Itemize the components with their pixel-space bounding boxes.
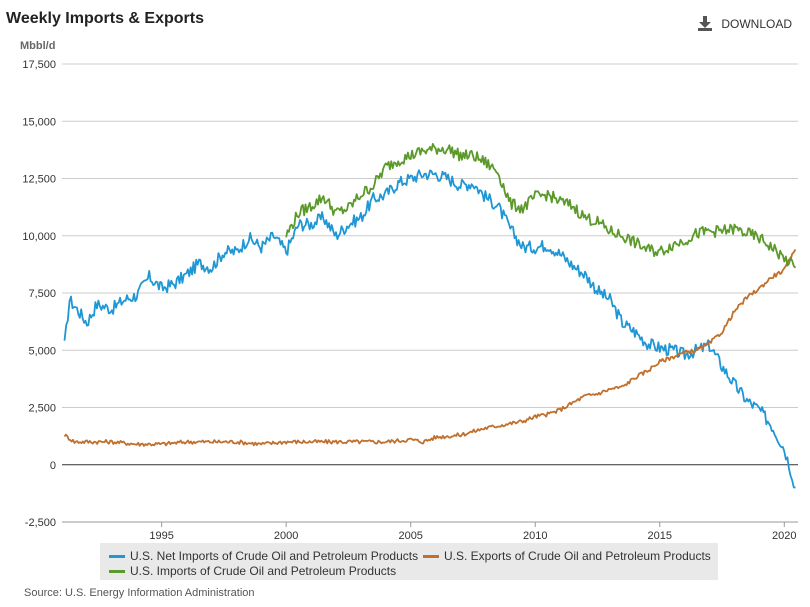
y-tick-label: 17,500 (22, 59, 56, 71)
legend-label: U.S. Imports of Crude Oil and Petroleum … (130, 564, 397, 578)
legend-item-net-imports[interactable]: U.S. Net Imports of Crude Oil and Petrol… (109, 549, 418, 563)
y-axis-unit: Mbbl/d (20, 40, 56, 52)
x-tick-label: 2005 (398, 530, 422, 542)
y-tick-label: 2,500 (28, 403, 56, 415)
y-tick-label: 10,000 (22, 231, 56, 243)
grid-lines (62, 63, 798, 523)
series-lines (63, 142, 797, 489)
legend-swatch (109, 569, 125, 573)
legend-label: U.S. Net Imports of Crude Oil and Petrol… (130, 549, 419, 563)
chart-title: Weekly Imports & Exports (6, 10, 204, 27)
y-tick-label: 12,500 (22, 174, 56, 186)
y-axis-ticks: -2,500 0 2,500 5,000 7,500 10,000 12,500 15,000… (22, 59, 56, 529)
legend-swatch (423, 554, 439, 558)
x-tick-label: 1995 (149, 530, 173, 542)
legend-item-exports[interactable]: U.S. Exports of Crude Oil and Petroleum … (423, 549, 711, 563)
imports-line (285, 142, 797, 269)
y-tick-label: 7,500 (28, 288, 56, 300)
x-axis-ticks: 1995 2000 2005 2010 2015 2020 (149, 522, 797, 542)
x-tick-label: 2010 (523, 530, 547, 542)
exports-line (63, 249, 797, 447)
legend-label: U.S. Exports of Crude Oil and Petroleum … (444, 549, 711, 563)
y-tick-label: 0 (50, 460, 56, 472)
net-imports-line (63, 169, 796, 489)
x-tick-label: 2000 (274, 530, 298, 542)
legend-swatch (109, 554, 125, 558)
x-tick-label: 2020 (772, 530, 796, 542)
legend-item-imports[interactable]: U.S. Imports of Crude Oil and Petroleum … (109, 564, 396, 578)
download-icon (698, 16, 713, 31)
y-tick-label: 5,000 (28, 345, 56, 357)
download-button[interactable]: DOWNLOAD (698, 16, 792, 31)
y-tick-label: 15,000 (22, 116, 56, 128)
source-note: Source: U.S. Energy Information Administ… (24, 587, 255, 599)
download-label: DOWNLOAD (721, 16, 792, 31)
x-tick-label: 2015 (648, 530, 672, 542)
y-tick-label: -2,500 (25, 517, 56, 529)
legend: U.S. Net Imports of Crude Oil and Petrol… (100, 543, 718, 580)
